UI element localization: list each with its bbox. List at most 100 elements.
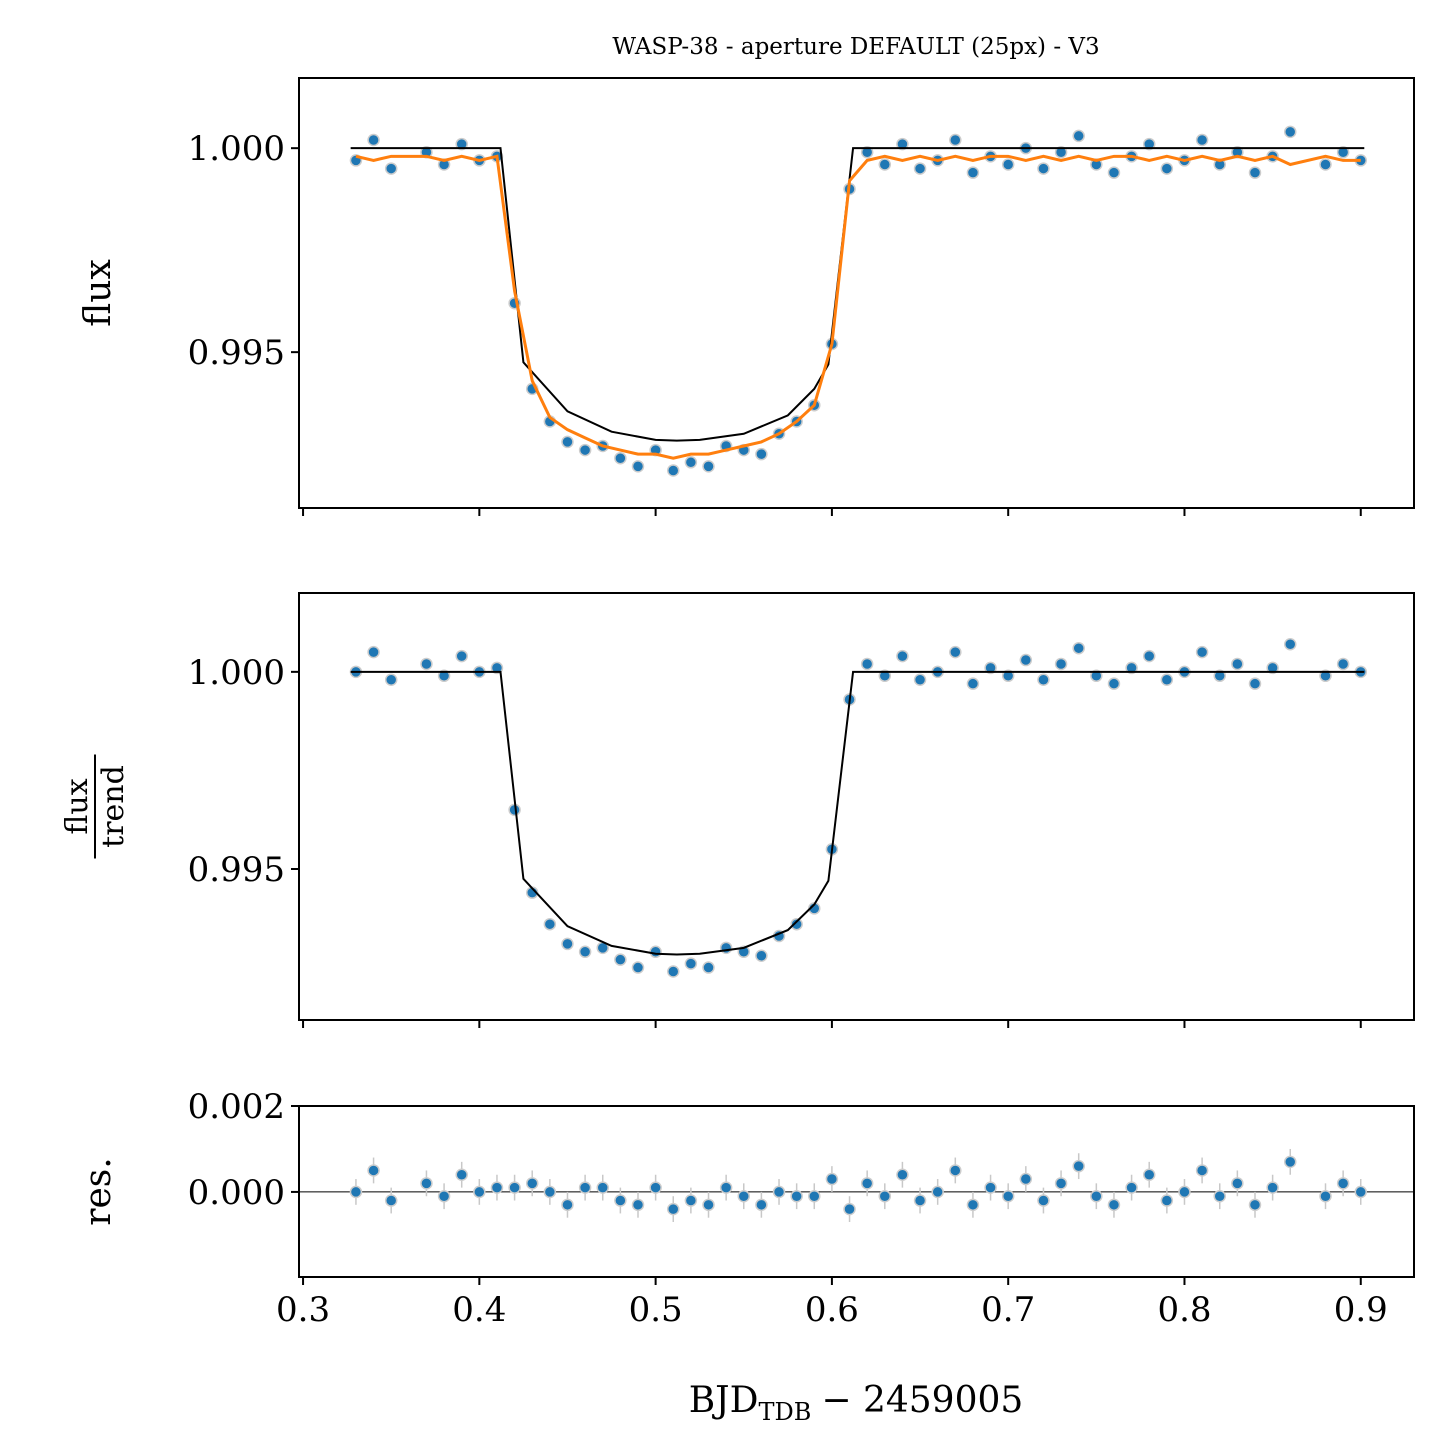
panel: res. 0.3 0.4 0.5 0.6 0.7 0.8 0.9 0.000 0.002 BJDTD… <box>78 1087 1415 1426</box>
x-tick-label: 0.6 <box>805 1290 859 1330</box>
axes-frame <box>298 1105 1415 1278</box>
data-point <box>1054 146 1068 159</box>
data-point <box>896 137 909 151</box>
data-point <box>596 1181 609 1194</box>
x-tick-label: 0.8 <box>1157 1290 1211 1330</box>
data-point <box>1160 1194 1174 1207</box>
data-point <box>1231 657 1244 671</box>
data-point <box>349 1185 363 1199</box>
data-point <box>1283 638 1297 651</box>
x-tick-label: 0.9 <box>1334 1290 1388 1330</box>
data-point <box>367 1164 380 1177</box>
data-point <box>420 1177 433 1190</box>
data-point <box>684 957 698 970</box>
data-point <box>1319 669 1332 683</box>
data-point <box>1195 645 1209 659</box>
data-point <box>631 1198 645 1212</box>
data-point <box>825 1172 839 1186</box>
data-point <box>631 961 645 974</box>
y-tick-label: 0.995 <box>188 333 285 373</box>
data-point <box>384 673 398 686</box>
data-point <box>525 1177 539 1190</box>
axes-frame <box>298 77 1415 509</box>
data-point <box>490 1181 504 1194</box>
data-point <box>913 162 927 175</box>
data-point <box>1336 1177 1350 1190</box>
data-point <box>1319 1189 1332 1203</box>
data-point <box>931 1185 944 1199</box>
data-point <box>1195 133 1209 147</box>
data-point <box>1037 162 1050 175</box>
data-point <box>614 1194 627 1207</box>
data-point <box>1125 661 1138 675</box>
data-point <box>1001 669 1015 683</box>
data-point <box>1001 1189 1015 1203</box>
data-point <box>578 443 592 457</box>
data-point <box>473 1185 486 1199</box>
data-point <box>737 1189 751 1203</box>
data-point <box>984 661 997 675</box>
x-label-sub: TDB <box>758 1398 811 1426</box>
y-tick-label: 0.995 <box>188 850 285 890</box>
data-point <box>455 137 468 151</box>
data-point <box>1019 653 1033 667</box>
data-point <box>896 1168 909 1181</box>
panel: flux trend 0.995 1.000 <box>60 592 1415 1028</box>
data-point <box>1037 673 1050 686</box>
data-point <box>1107 677 1121 690</box>
data-point <box>1037 1194 1050 1207</box>
data-point <box>1001 158 1015 171</box>
data-point <box>860 657 874 671</box>
data-point <box>790 917 803 931</box>
data-point <box>455 1168 468 1181</box>
data-point <box>755 1198 768 1212</box>
data-point <box>843 1202 856 1216</box>
data-point <box>949 133 962 147</box>
data-point <box>684 1194 698 1207</box>
y-axis-label: flux <box>78 259 119 327</box>
panel: WASP-38 - aperture DEFAULT (25px) - V3 fl… <box>78 34 1415 516</box>
data-point <box>561 1198 574 1212</box>
data-point <box>684 456 698 469</box>
data-point <box>543 917 557 931</box>
data-point <box>790 1189 803 1203</box>
data-point <box>1213 669 1226 683</box>
data-point <box>1142 137 1156 151</box>
data-point <box>1266 661 1279 675</box>
data-point <box>614 451 627 465</box>
data-point <box>667 1202 680 1216</box>
data-point <box>437 669 451 683</box>
data-point <box>384 162 398 175</box>
data-point <box>860 146 874 159</box>
data-point <box>667 965 680 978</box>
data-point <box>1336 657 1350 671</box>
data-point <box>966 1198 980 1212</box>
x-tick-label: 0.3 <box>276 1290 330 1330</box>
data-point <box>1142 1168 1156 1181</box>
y-tick-label: 1.000 <box>188 129 285 169</box>
data-point <box>1231 1177 1244 1190</box>
data-point <box>1142 649 1156 663</box>
data-point <box>966 166 980 179</box>
data-point <box>949 645 962 659</box>
data-point <box>1107 1198 1121 1212</box>
data-point <box>420 657 433 671</box>
data-point <box>1160 673 1174 686</box>
data-point <box>1072 1159 1085 1173</box>
data-point <box>878 158 892 171</box>
data-point <box>649 945 662 959</box>
data-point <box>1090 1189 1103 1203</box>
data-point <box>1283 125 1297 139</box>
data-point <box>578 945 592 959</box>
data-point <box>561 937 574 951</box>
chart-title: WASP-38 - aperture DEFAULT (25px) - V3 <box>612 34 1099 60</box>
data-point <box>860 1177 874 1190</box>
data-point <box>1319 158 1332 171</box>
data-point <box>1054 1177 1068 1190</box>
data-point <box>984 1181 997 1194</box>
data-point <box>667 464 680 477</box>
data-point <box>649 1181 662 1194</box>
data-point <box>1072 129 1085 143</box>
data-point <box>1266 1181 1279 1194</box>
